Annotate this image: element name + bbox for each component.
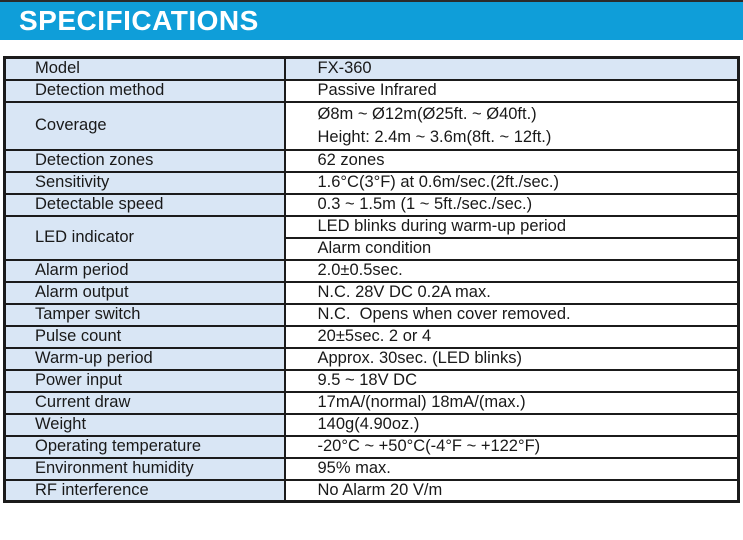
spec-row: Coverage Ø8m ~ Ø12m(Ø25ft. ~ Ø40ft.) Heigh… [3, 100, 740, 151]
spec-value: 62 zones [283, 148, 740, 173]
spec-value: -20°C ~ +50°C(-4°F ~ +122°F) [283, 434, 740, 459]
spec-value: N.C. 28V DC 0.2A max. [283, 280, 740, 305]
spec-value: 17mA/(normal) 18mA/(max.) [283, 390, 740, 415]
spec-label: LED indicator [3, 214, 286, 261]
spec-label: Alarm period [3, 258, 286, 283]
spec-row: Operating temperature -20°C ~ +50°C(-4°F … [3, 434, 740, 459]
spec-value: 2.0±0.5sec. [283, 258, 740, 283]
spec-row: Alarm output N.C. 28V DC 0.2A max. [3, 280, 740, 305]
spec-row: Detection method Passive Infrared [3, 78, 740, 103]
spec-value: 20±5sec. 2 or 4 [283, 324, 740, 349]
spec-value: 0.3 ~ 1.5m (1 ~ 5ft./sec./sec.) [283, 192, 740, 217]
spec-row: Pulse count 20±5sec. 2 or 4 [3, 324, 740, 349]
spec-value-line: Ø8m ~ Ø12m(Ø25ft. ~ Ø40ft.) [317, 104, 537, 123]
spec-label: Detection zones [3, 148, 286, 173]
spec-label: Pulse count [3, 324, 286, 349]
spec-label: Detection method [3, 78, 286, 103]
spec-value: LED blinks during warm-up period [283, 214, 740, 239]
spec-row: LED indicator LED blinks during warm-up p… [3, 214, 740, 261]
spec-value: 9.5 ~ 18V DC [283, 368, 740, 393]
spec-row: Power input 9.5 ~ 18V DC [3, 368, 740, 393]
spec-label: Current draw [3, 390, 286, 415]
spec-label: Operating temperature [3, 434, 286, 459]
spec-value: Passive Infrared [283, 78, 740, 103]
spec-label: Warm-up period [3, 346, 286, 371]
spec-value: FX-360 [283, 56, 740, 81]
spec-label: RF interference [3, 478, 286, 503]
spec-label: Weight [3, 412, 286, 437]
spec-label: Detectable speed [3, 192, 286, 217]
spec-row: Model FX-360 [3, 56, 740, 81]
spec-label: Model [3, 56, 286, 81]
spec-value: 140g(4.90oz.) [283, 412, 740, 437]
spec-value: N.C. Opens when cover removed. [283, 302, 740, 327]
spec-label: Sensitivity [3, 170, 286, 195]
spec-value: Alarm condition [283, 236, 740, 261]
spec-row: Warm-up period Approx. 30sec. (LED blinks… [3, 346, 740, 371]
top-edge-line [0, 0, 743, 2]
spec-label: Power input [3, 368, 286, 393]
page-title: SPECIFICATIONS [19, 5, 259, 36]
spec-row: Alarm period 2.0±0.5sec. [3, 258, 740, 283]
specifications-banner: SPECIFICATIONS [0, 2, 743, 40]
spec-value-line: Height: 2.4m ~ 3.6m(8ft. ~ 12ft.) [317, 127, 552, 146]
spec-value: Ø8m ~ Ø12m(Ø25ft. ~ Ø40ft.) Height: 2.4m … [283, 100, 740, 151]
spec-row: Sensitivity 1.6°C(3°F) at 0.6m/sec.(2ft./… [3, 170, 740, 195]
spec-label: Coverage [3, 100, 286, 151]
spec-value: Approx. 30sec. (LED blinks) [283, 346, 740, 371]
spec-sheet: Model FX-360 Detection method Passive Infra… [0, 40, 743, 503]
spec-row: Tamper switch N.C. Opens when cover remov… [3, 302, 740, 327]
spec-row: Weight 140g(4.90oz.) [3, 412, 740, 437]
spec-label: Tamper switch [3, 302, 286, 327]
spec-row: Alarm condition [5, 236, 740, 261]
spec-value: 95% max. [283, 456, 740, 481]
spec-row: RF interference No Alarm 20 V/m [3, 478, 740, 503]
specifications-table: Model FX-360 Detection method Passive Infra… [3, 56, 740, 503]
spec-row: Detection zones 62 zones [3, 148, 740, 173]
spec-label: Alarm output [3, 280, 286, 305]
spec-value: 1.6°C(3°F) at 0.6m/sec.(2ft./sec.) [283, 170, 740, 195]
spec-value: No Alarm 20 V/m [283, 478, 740, 503]
spec-row: Environment humidity 95% max. [3, 456, 740, 481]
spec-label: Environment humidity [3, 456, 286, 481]
spec-row: Current draw 17mA/(normal) 18mA/(max.) [3, 390, 740, 415]
spec-row: Detectable speed 0.3 ~ 1.5m (1 ~ 5ft./sec… [3, 192, 740, 217]
